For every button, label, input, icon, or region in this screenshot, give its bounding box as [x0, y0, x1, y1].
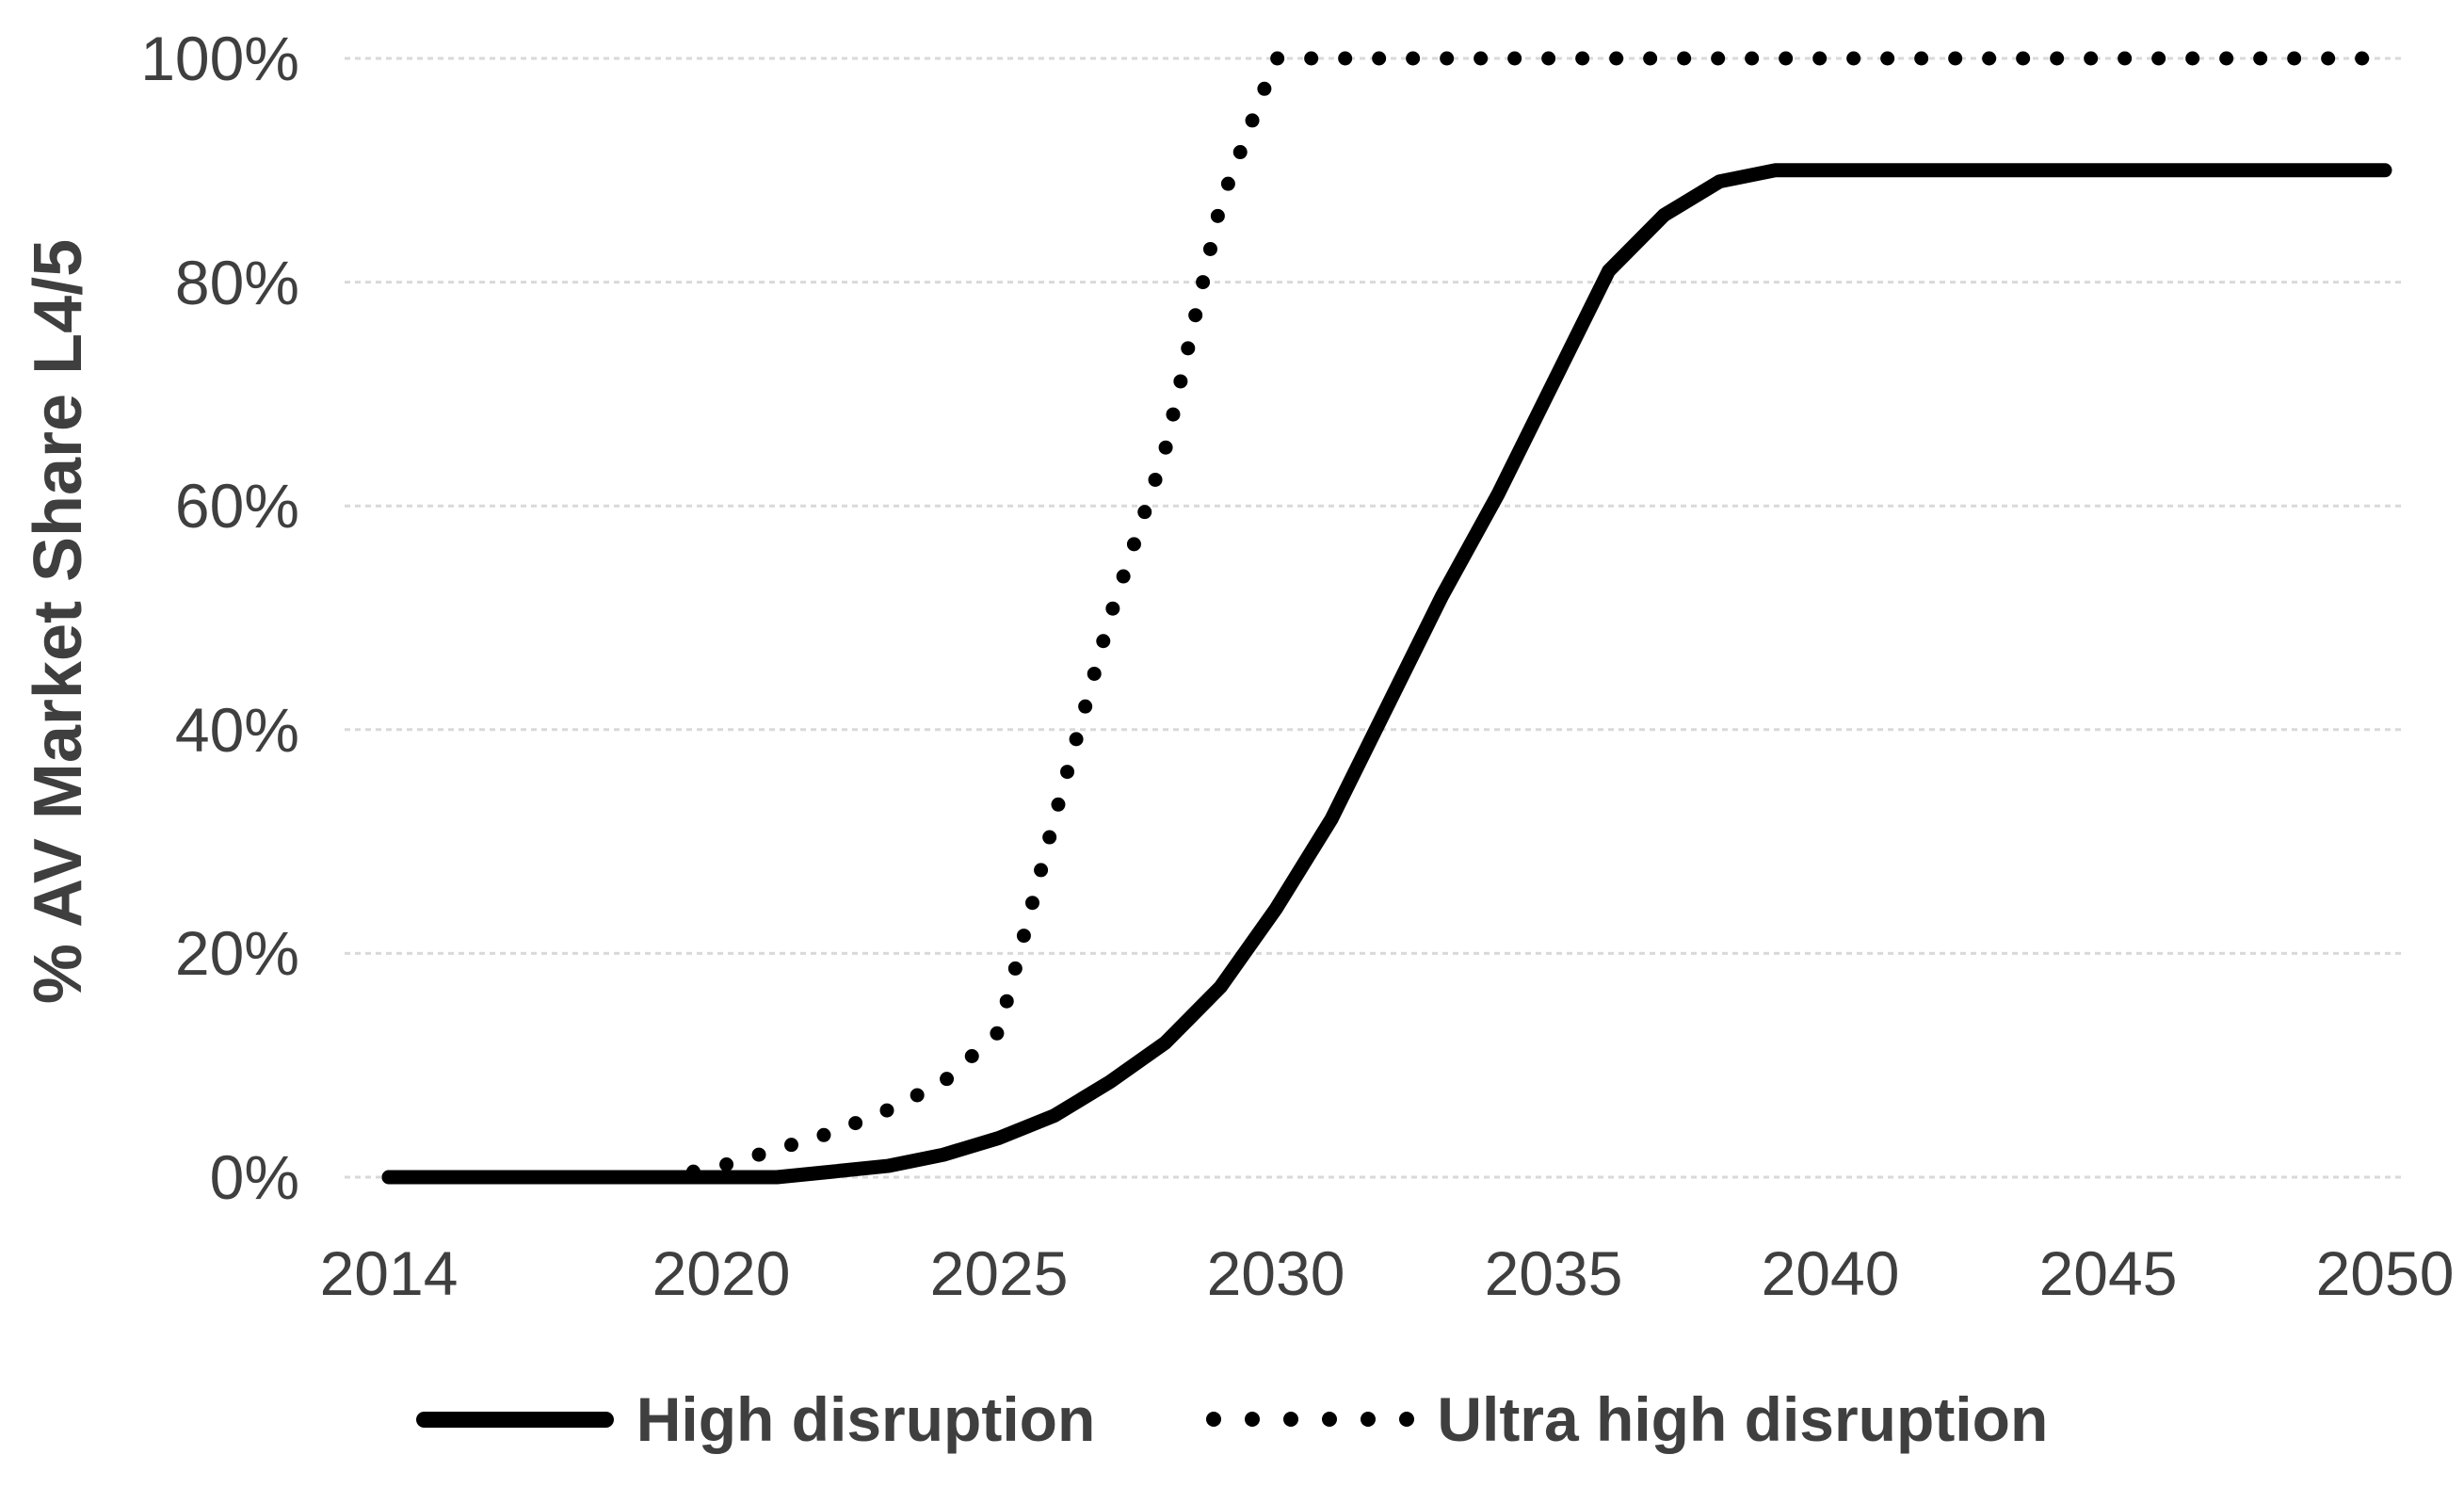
y-tick-label: 0% — [209, 1142, 299, 1212]
legend-label: High disruption — [636, 1384, 1096, 1454]
y-tick-label: 100% — [140, 24, 299, 93]
y-tick-label: 40% — [174, 694, 299, 765]
x-axis-tick-labels: 2014 2020 2025 2030 2035 2040 2045 2050 — [0, 1237, 2464, 1313]
x-tick-label: 2030 — [1206, 1238, 1345, 1308]
legend-swatch-solid-line — [415, 1411, 614, 1428]
legend-dot — [1245, 1412, 1261, 1427]
legend: High disruption Ultra high disruption — [0, 1367, 2464, 1471]
legend-item: Ultra high disruption — [1206, 1383, 2048, 1455]
x-tick-label: 2014 — [319, 1238, 459, 1308]
x-tick-label: 2025 — [929, 1238, 1069, 1308]
legend-dot — [1322, 1412, 1338, 1427]
x-tick-label: 2035 — [1484, 1238, 1623, 1308]
x-tick-label: 2045 — [2038, 1238, 2178, 1308]
series-line-dotted — [381, 51, 2392, 1185]
x-tick-label: 2020 — [652, 1238, 791, 1308]
y-tick-label: 60% — [174, 471, 299, 541]
legend-dot — [1283, 1412, 1299, 1427]
x-tick-label: 2050 — [2315, 1238, 2455, 1308]
legend-dot — [1399, 1412, 1415, 1427]
series-line-solid — [381, 163, 2392, 1185]
legend-item: High disruption — [415, 1383, 1096, 1455]
y-tick-label: 80% — [174, 247, 299, 317]
legend-dot — [1206, 1412, 1222, 1427]
legend-dot — [1361, 1412, 1377, 1427]
legend-label: Ultra high disruption — [1437, 1384, 2049, 1454]
x-tick-label: 2040 — [1761, 1238, 1900, 1308]
y-tick-label: 20% — [174, 918, 299, 989]
legend-swatch-dotted-line — [1206, 1412, 1415, 1427]
y-axis-tick-labels: 0% 20% 40% 60% 80% 100% — [0, 0, 299, 1487]
